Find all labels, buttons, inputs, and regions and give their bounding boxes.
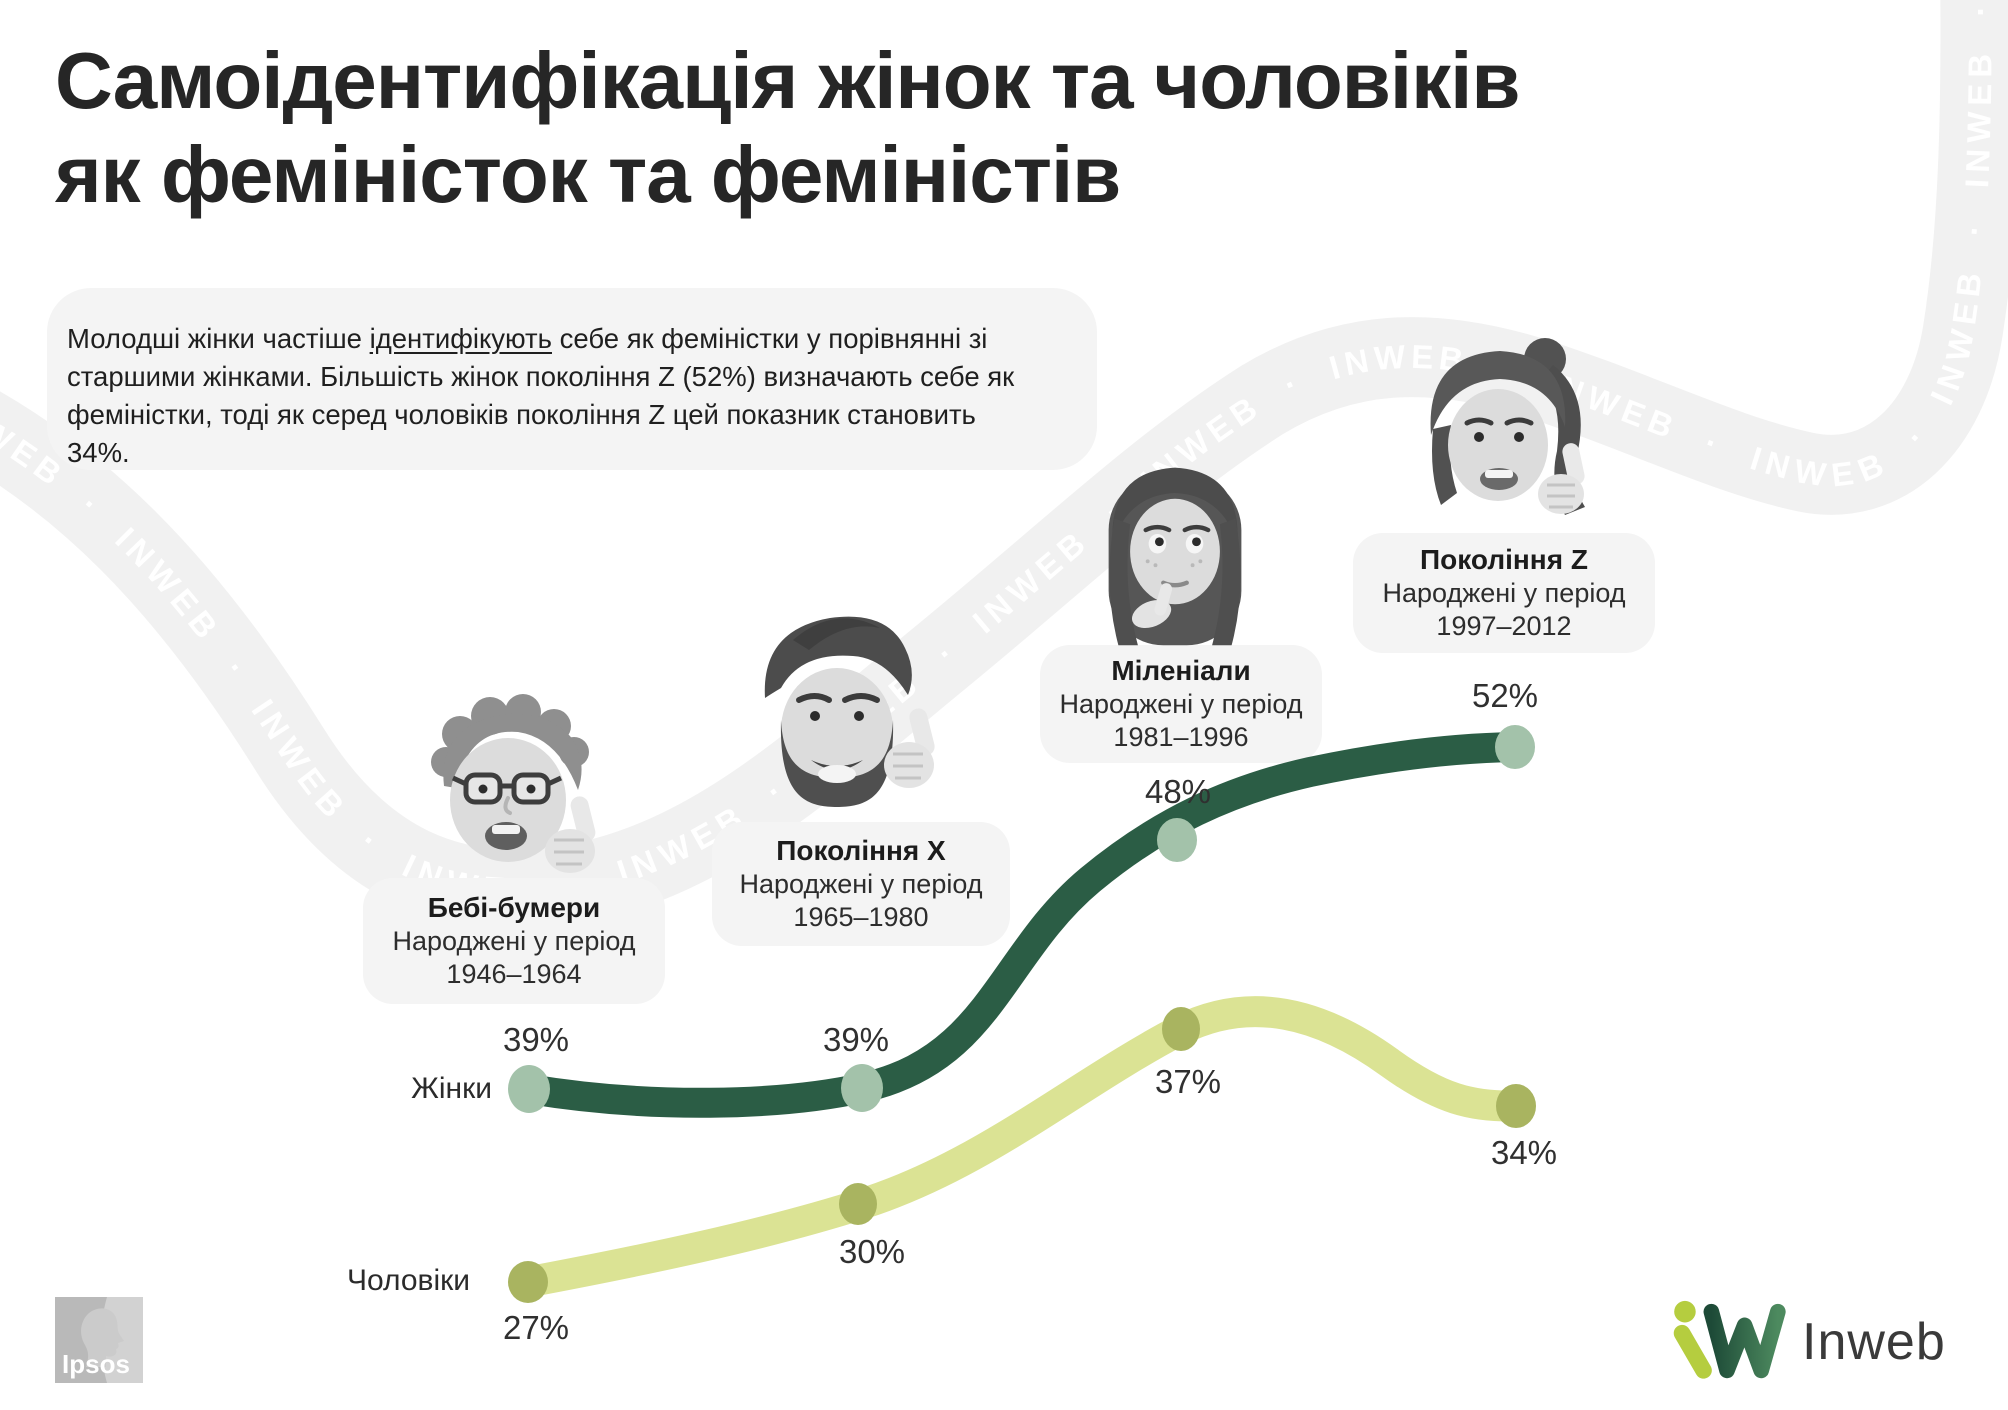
bubble-generation-z: Покоління Z Народжені у період 1997–2012 — [1353, 533, 1655, 653]
inweb-i-dot — [1674, 1300, 1696, 1323]
bubble-generation-x: Покоління X Народжені у період 1965–1980 — [712, 822, 1010, 946]
intro-text: Молодші жінки частіше ідентифікують себе… — [67, 320, 1027, 472]
men-point-genz — [1496, 1084, 1536, 1128]
men-value-genz: 34% — [1490, 1134, 1558, 1171]
freckles — [1145, 559, 1203, 568]
women-value-genx: 39% — [822, 1021, 890, 1058]
generation-born-label: Народжені у період — [1059, 689, 1303, 719]
women-point-boomers — [508, 1065, 550, 1113]
men-point-boomers — [508, 1261, 548, 1303]
generation-born-label: Народжені у період — [739, 869, 983, 899]
face — [1130, 498, 1220, 605]
generation-years: 1965–1980 — [793, 902, 929, 932]
inweb-logo: Inweb — [1668, 1298, 1946, 1386]
generation-name: Покоління Z — [1420, 544, 1588, 575]
intro-box: Молодші жінки частіше ідентифікують себе… — [47, 288, 1097, 470]
women-data-points — [508, 725, 1535, 1113]
eyes — [1148, 533, 1204, 554]
eyebrows — [1143, 524, 1211, 533]
thumbs-up-icon — [1538, 443, 1585, 514]
beard — [780, 720, 894, 807]
generation-years: 1981–1996 — [1113, 722, 1249, 752]
generation-name: Покоління X — [776, 835, 946, 866]
hair-swoosh — [793, 618, 880, 650]
page-title-line2: як феміністок та феміністів — [55, 130, 1121, 220]
women-line — [514, 732, 1530, 1118]
men-data-points — [508, 1007, 1536, 1303]
men-value-boomers: 27% — [502, 1309, 570, 1346]
teeth — [1485, 470, 1513, 478]
generation-born-label: Народжені у період — [1382, 578, 1626, 608]
page-title-line1: Самоідентифікація жінок та чоловіків — [55, 36, 1521, 125]
inweb-logo-mark-icon — [1673, 1300, 1786, 1379]
women-value-millennials: 48% — [1144, 773, 1212, 810]
men-point-genx — [839, 1183, 877, 1225]
left-eye — [478, 784, 488, 794]
women-series-label: Жінки — [411, 1072, 492, 1105]
ipsos-logo-text: Ipsos — [62, 1349, 130, 1379]
side-strand-right — [1212, 518, 1241, 646]
women-point-millennials — [1157, 818, 1197, 862]
generation-z-memoji — [1430, 338, 1585, 515]
nose — [503, 796, 512, 815]
hair-part — [1112, 467, 1238, 544]
baby-boomer-memoji — [431, 694, 596, 873]
smile-teeth — [818, 765, 856, 783]
right-eye — [526, 784, 536, 794]
generation-x-memoji — [764, 616, 935, 807]
thumbs-up-icon — [884, 708, 935, 788]
generation-born-label: Народжені у період — [392, 926, 636, 956]
men-value-millennials: 37% — [1154, 1063, 1222, 1100]
ribbon-path — [0, 0, 2008, 930]
men-series-label: Чоловіки — [346, 1264, 470, 1297]
women-value-boomers: 39% — [502, 1021, 570, 1058]
men-point-millennials — [1162, 1007, 1200, 1051]
generation-name: Міленіали — [1111, 655, 1251, 686]
left-eye — [1474, 432, 1484, 442]
thumbs-up-icon — [545, 796, 596, 873]
teeth — [492, 825, 520, 834]
front-strand — [1432, 425, 1457, 505]
women-point-genz — [1495, 725, 1535, 769]
hair-cap — [1430, 351, 1566, 435]
millennial-memoji — [1108, 467, 1242, 646]
left-eye — [810, 711, 820, 721]
intro-text-before: Молодші жінки частіше — [67, 323, 370, 354]
intro-text-after: себе як феміністки у порівнянні зі старш… — [67, 323, 1015, 468]
generation-years: 1997–2012 — [1436, 611, 1572, 641]
women-value-genz: 52% — [1471, 677, 1539, 714]
women-point-genx — [841, 1064, 883, 1112]
bubble-baby-boomers: Бебі-бумери Народжені у період 1946–1964 — [363, 878, 665, 1004]
face — [1448, 389, 1548, 501]
generation-years: 1946–1964 — [446, 959, 582, 989]
face-silhouette-icon — [81, 1308, 124, 1367]
right-eye — [854, 711, 864, 721]
inweb-w — [1703, 1303, 1786, 1379]
page-title: Самоідентифікація жінок та чоловіків як … — [55, 34, 1521, 223]
eyebrows — [796, 693, 880, 703]
intro-text-underlined: ідентифікують — [369, 323, 552, 354]
bubble-millennials: Міленіали Народжені у період 1981–1996 — [1040, 645, 1322, 763]
inweb-logo-text: Inweb — [1802, 1313, 1946, 1371]
eyebrows — [1464, 417, 1534, 426]
ipsos-logo: Ipsos — [55, 1297, 143, 1383]
thinking-hand-icon — [1131, 583, 1173, 629]
generation-name: Бебі-бумери — [427, 892, 601, 923]
inweb-i-stem — [1673, 1324, 1712, 1379]
curly-hair — [431, 694, 589, 790]
men-value-genx: 30% — [838, 1233, 906, 1270]
side-strand-left — [1109, 518, 1138, 646]
men-line — [512, 996, 1532, 1298]
right-eye — [1514, 432, 1524, 442]
